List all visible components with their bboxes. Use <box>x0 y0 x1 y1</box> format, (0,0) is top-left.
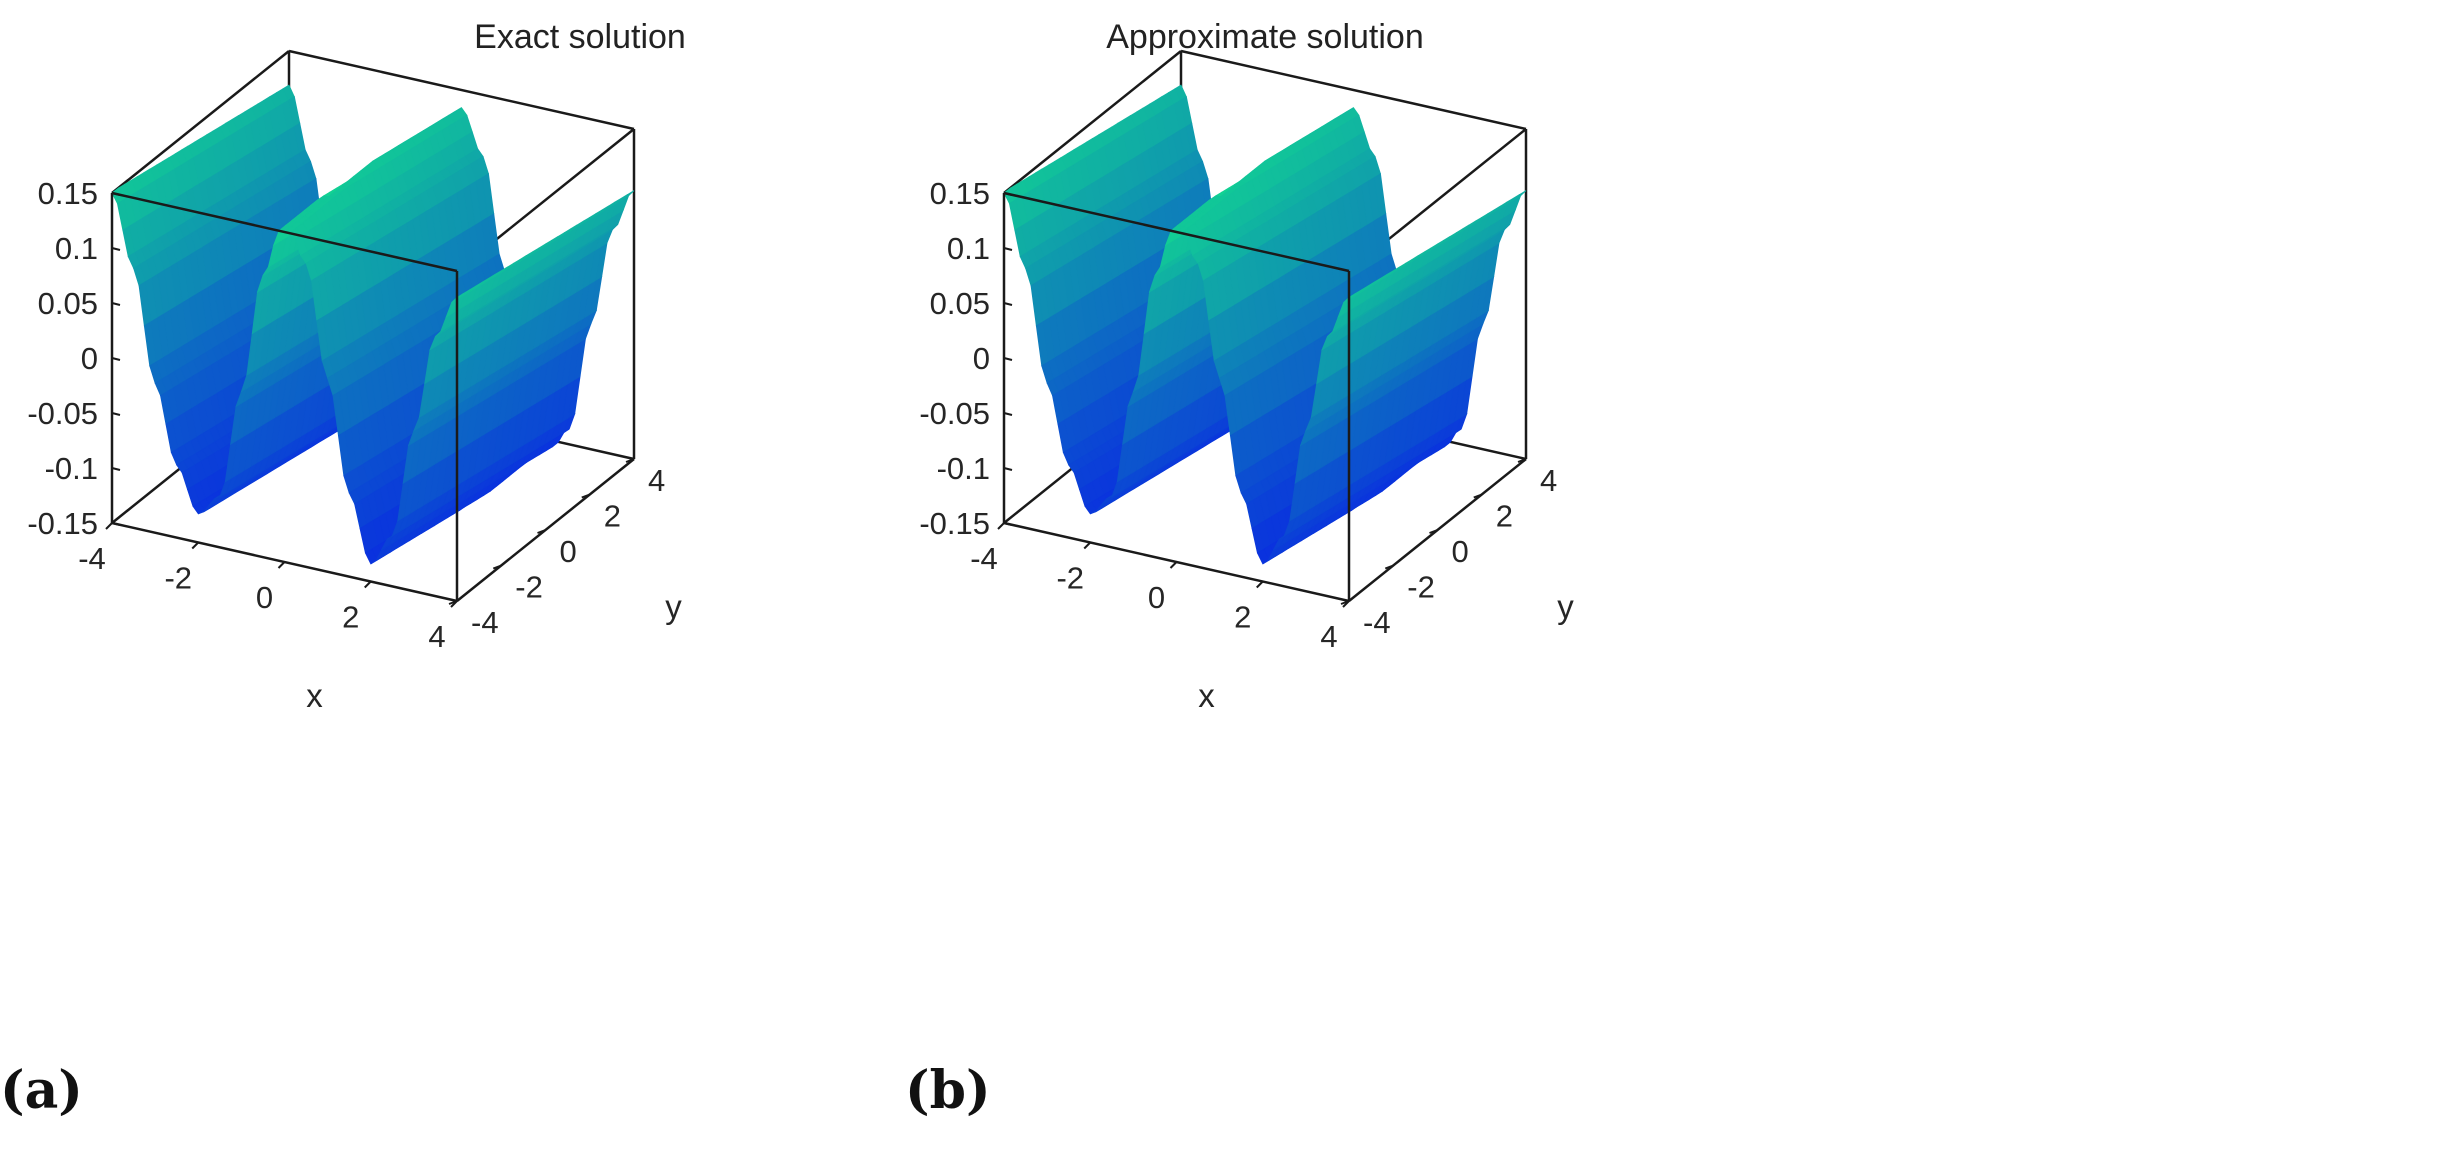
box-edge <box>111 50 290 194</box>
surface-mesh <box>1003 84 1527 565</box>
y-tick-label: 4 <box>648 463 665 498</box>
x-tick-label: 4 <box>428 619 445 654</box>
y-axis-label: y <box>1557 588 1574 625</box>
y-tick <box>448 600 458 605</box>
z-tick <box>1003 192 1013 196</box>
y-tick-label: -2 <box>1407 570 1435 605</box>
z-tick <box>111 357 121 361</box>
exact-solution-panel: Exact solution -0.15 -0.1 -0.05 0 0.05 0.1 0.1… <box>0 0 1223 1157</box>
z-tick-label: 0.15 <box>930 176 990 211</box>
y-tick-label: 0 <box>560 534 577 569</box>
z-axis: -0.15 -0.1 -0.05 0 0.05 0.1 0.15 <box>919 176 1013 541</box>
y-tick <box>1473 493 1483 499</box>
z-tick-label: 0.1 <box>947 231 990 266</box>
z-tick <box>1003 357 1013 361</box>
x-tick <box>105 522 113 530</box>
x-axis: -4 -2 0 2 4 x <box>78 522 458 714</box>
y-tick-label: 2 <box>1496 499 1513 534</box>
z-tick-label: 0 <box>81 341 98 376</box>
z-tick <box>1003 467 1013 471</box>
z-tick <box>1003 302 1013 306</box>
z-tick <box>1003 247 1013 251</box>
x-tick-label: 2 <box>1234 600 1251 635</box>
y-tick-label: 0 <box>1452 534 1469 569</box>
box-edge <box>1003 50 1182 194</box>
panel-label: (a) <box>0 1060 83 1121</box>
y-axis: -4 -2 024 y <box>1340 458 1574 640</box>
z-tick <box>1003 522 1013 526</box>
z-tick-label: 0 <box>973 341 990 376</box>
x-axis: -4 -2 0 2 4 x <box>970 522 1350 714</box>
panel-label: (b) <box>905 1060 991 1121</box>
y-tick <box>492 564 502 570</box>
x-tick <box>364 580 372 589</box>
y-tick <box>1384 564 1394 570</box>
y-tick-label: -4 <box>1363 605 1391 640</box>
z-tick <box>1003 412 1013 416</box>
y-axis-label: y <box>665 588 682 625</box>
z-tick <box>111 467 121 471</box>
z-tick-label: 0.1 <box>55 231 98 266</box>
y-tick <box>1429 529 1438 534</box>
z-tick-label: -0.15 <box>27 506 98 541</box>
approximate-solution-surface-plot: -0.15-0.1-0.0500.050.10.15-4-2024x-4-202… <box>919 49 1574 714</box>
z-tick-label: -0.1 <box>937 451 990 486</box>
plot-title: Exact solution <box>474 18 686 56</box>
x-tick-label: 2 <box>342 600 359 635</box>
x-tick <box>277 561 286 569</box>
z-tick-label: 0.15 <box>38 176 98 211</box>
y-axis: -4 -2 024 y <box>448 458 682 640</box>
z-tick-label: -0.15 <box>919 506 990 541</box>
y-tick <box>581 493 591 499</box>
box-edge <box>1003 191 1350 273</box>
x-tick <box>1083 541 1091 550</box>
y-tick <box>1340 600 1350 605</box>
y-tick <box>1517 458 1527 463</box>
z-tick-label: -0.1 <box>45 451 98 486</box>
x-tick <box>1169 561 1178 569</box>
y-tick-label: -4 <box>471 605 499 640</box>
x-tick-label: -4 <box>78 541 106 576</box>
y-tick-label: 4 <box>1540 463 1557 498</box>
z-tick <box>111 192 121 196</box>
y-tick <box>537 529 546 534</box>
x-tick-label: -2 <box>164 561 192 596</box>
z-axis: -0.15 -0.1 -0.05 0 0.05 0.1 0.15 <box>27 176 121 541</box>
z-tick-label: 0.05 <box>930 286 990 321</box>
z-tick <box>111 247 121 251</box>
box-edge <box>111 191 458 273</box>
x-tick <box>1256 580 1264 589</box>
box-edge <box>1180 49 1527 131</box>
x-tick-label: 4 <box>1320 619 1337 654</box>
z-tick <box>111 302 121 306</box>
y-tick-label: -2 <box>515 570 543 605</box>
approximate-solution-panel: Approximate solution -0.15 -0.1 -0.05 0 0.05… <box>892 0 2447 1157</box>
x-tick-label: -4 <box>970 541 998 576</box>
x-tick-label: 0 <box>256 580 273 615</box>
x-tick <box>997 522 1005 530</box>
plot-title: Approximate solution <box>1106 18 1424 56</box>
x-axis-label: x <box>306 677 323 714</box>
box-edge <box>288 49 635 131</box>
x-tick <box>191 541 199 550</box>
x-tick-label: 0 <box>1148 580 1165 615</box>
y-tick-label: 2 <box>604 499 621 534</box>
z-tick-label: -0.05 <box>27 396 98 431</box>
x-axis-label: x <box>1198 677 1215 714</box>
z-tick-label: 0.05 <box>38 286 98 321</box>
z-tick <box>111 522 121 526</box>
exact-solution-surface-plot: -0.15-0.1-0.0500.050.10.15-4-2024x-4-202… <box>27 49 682 714</box>
y-tick <box>625 458 635 463</box>
x-tick-label: -2 <box>1056 561 1084 596</box>
z-tick-label: -0.05 <box>919 396 990 431</box>
surface-mesh <box>111 84 635 565</box>
z-tick <box>111 412 121 416</box>
